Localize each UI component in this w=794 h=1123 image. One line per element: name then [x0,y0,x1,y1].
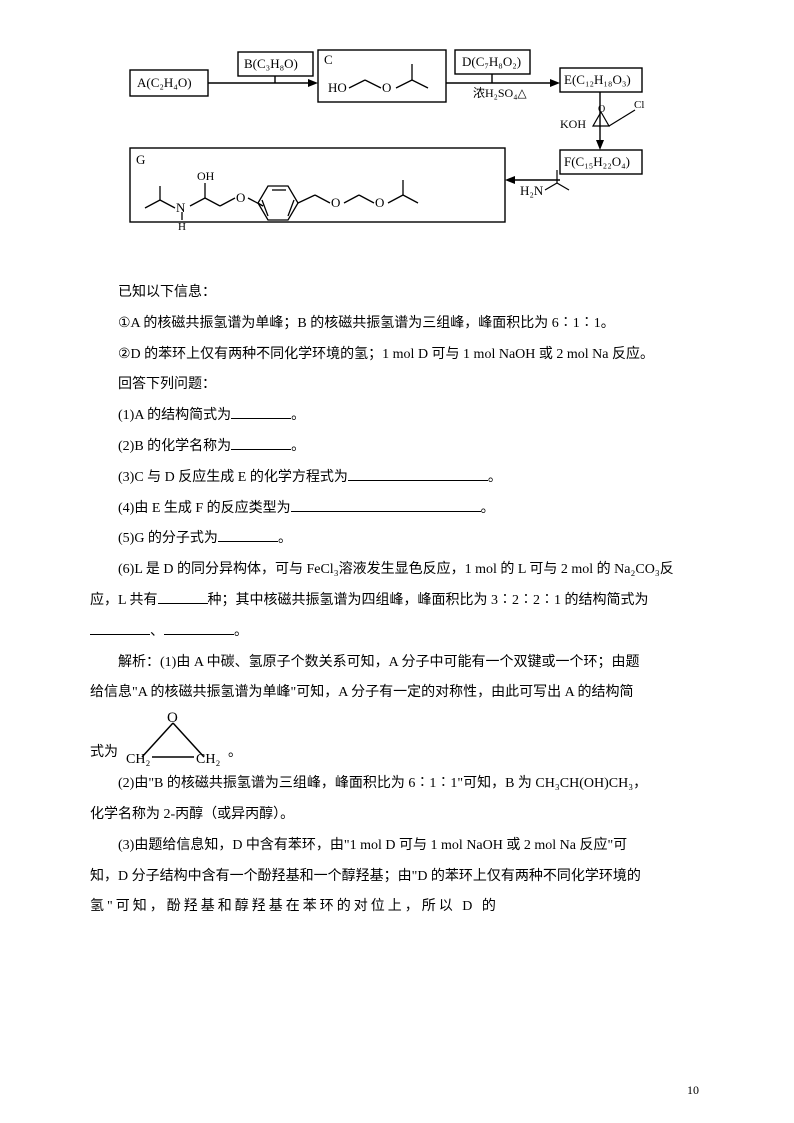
koh-label: KOH [560,117,586,131]
q4-text: (4)由 E 生成 F 的反应类型为 [118,501,291,516]
svg-text:CH₂: CH₂ [126,752,150,767]
solution-2b: 化学名称为 2-丙醇（或异丙醇）。 [90,800,704,831]
q3-blank [348,466,488,481]
question-2: (2)B 的化学名称为。 [90,432,704,463]
solution-1b: 给信息"A 的核磁共振氢谱为单峰"可知，A 分子有一定的对称性，由此可写出 A … [90,678,704,709]
q2-blank [231,435,291,450]
sol1c-pre: 式为 [90,738,118,769]
q6c-blank1 [90,620,150,635]
q6b-blank [158,589,208,604]
box-g-label: G [136,152,145,167]
q1-blank [231,404,291,419]
svg-text:N: N [176,200,186,215]
q2-text: (2)B 的化学名称为 [118,439,231,454]
q3-text: (3)C 与 D 反应生成 E 的化学方程式为 [118,470,348,485]
solution-1c: 式为 O CH₂ CH₂ 。 [90,709,704,769]
svg-text:O: O [382,80,391,95]
svg-text:HO: HO [328,80,347,95]
solution-3b: 知，D 分子结构中含有一个酚羟基和一个醇羟基；由"D 的苯环上仅有两种不同化学环… [90,862,704,893]
svg-text:O: O [236,190,245,205]
svg-text:O: O [375,195,384,210]
box-a-label: A(C₂H₄O) [137,75,192,90]
q5-text: (5)G 的分子式为 [118,531,218,546]
question-1: (1)A 的结构简式为。 [90,401,704,432]
cond-e-label: 浓H₂SO₄△ [473,86,527,100]
svg-text:OH: OH [197,169,215,183]
page-number: 10 [687,1077,699,1103]
q6b-text: 应，L 共有 [90,593,158,608]
q6c-blank2 [164,620,234,635]
svg-text:Cl: Cl [634,99,644,111]
question-5: (5)G 的分子式为。 [90,524,704,555]
svg-text:O: O [598,104,605,115]
info-intro: 已知以下信息： [90,278,704,309]
amine-label: H₂N [520,183,544,198]
q5-blank [218,527,278,542]
svg-text:O: O [331,195,340,210]
info-2: ②D 的苯环上仅有两种不同化学环境的氢；1 mol D 可与 1 mol NaO… [90,340,704,371]
epoxide-icon: O CH₂ CH₂ [118,709,228,769]
box-f-label: F(C₁₅H₂₂O₄) [564,154,630,169]
solution-3c: 氢"可知，酚羟基和醇羟基在苯环的对位上，所以 D 的 [90,892,704,923]
question-4: (4)由 E 生成 F 的反应类型为。 [90,494,704,525]
box-b-label: B(C₃H₈O) [244,56,298,71]
solution-3a: (3)由题给信息知，D 中含有苯环，由"1 mol D 可与 1 mol NaO… [90,831,704,862]
svg-text:O: O [167,710,178,726]
svg-text:H: H [178,221,186,233]
q1-text: (1)A 的结构简式为 [118,408,231,423]
sol1c-post: 。 [228,738,242,769]
solution-2a: (2)由"B 的核磁共振氢谱为三组峰，峰面积比为 6∶1∶1"可知，B 为 CH… [90,769,704,800]
box-e-label: E(C₁₂H₁₈O₃) [564,72,631,87]
reaction-scheme-diagram: A(C₂H₄O) B(C₃H₈O) C D(C₇H₈O₂) E(C₁₂H₁₈O₃… [120,40,704,258]
q6c-text: 种；其中核磁共振氢谱为四组峰，峰面积比为 3∶2∶2∶1 的结构简式为 [208,593,649,608]
answer-intro: 回答下列问题： [90,370,704,401]
svg-text:CH₂: CH₂ [196,752,220,767]
question-6c: 、。 [90,617,704,648]
question-6a: (6)L 是 D 的同分异构体，可与 FeCl₃溶液发生显色反应，1 mol 的… [90,555,704,586]
info-1: ①A 的核磁共振氢谱为单峰；B 的核磁共振氢谱为三组峰，峰面积比为 6∶1∶1。 [90,309,704,340]
q4-blank [291,497,481,512]
question-3: (3)C 与 D 反应生成 E 的化学方程式为。 [90,463,704,494]
question-6b: 应，L 共有 种；其中核磁共振氢谱为四组峰，峰面积比为 3∶2∶2∶1 的结构简式… [90,586,704,617]
solution-1a: 解析：(1)由 A 中碳、氢原子个数关系可知，A 分子中可能有一个双键或一个环；… [90,648,704,679]
box-d-label: D(C₇H₈O₂) [462,54,521,69]
box-c-label: C [324,52,333,67]
